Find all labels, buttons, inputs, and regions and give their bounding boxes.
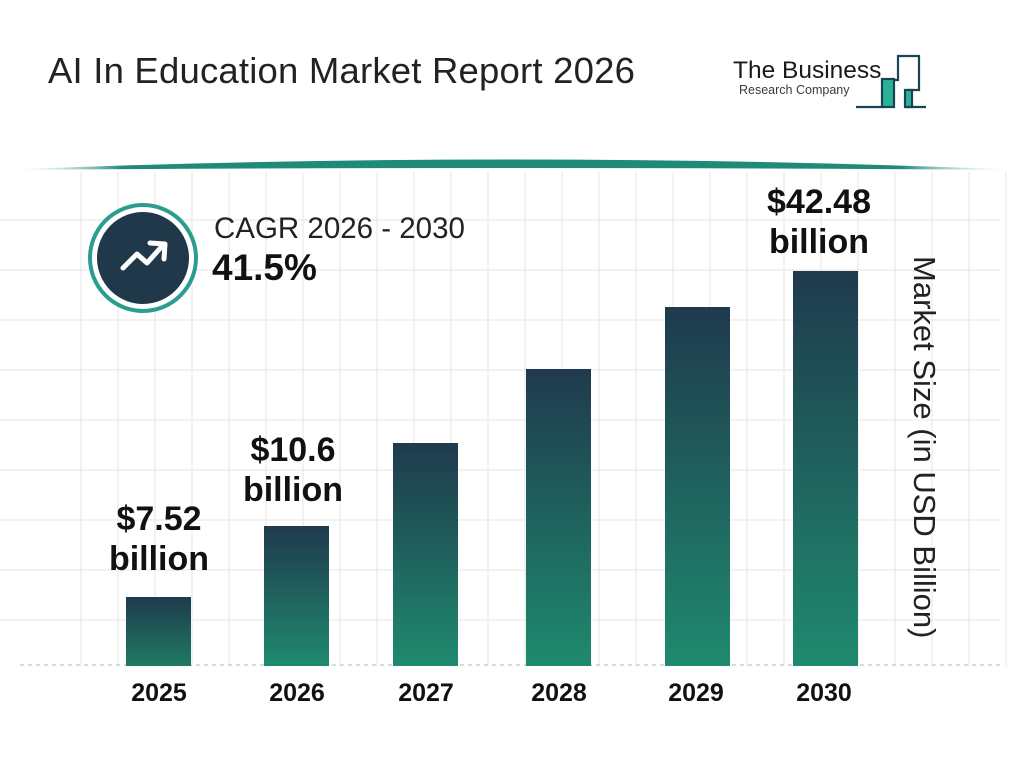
svg-text:The Business: The Business	[733, 57, 881, 84]
svg-text:Research Company: Research Company	[739, 83, 850, 97]
